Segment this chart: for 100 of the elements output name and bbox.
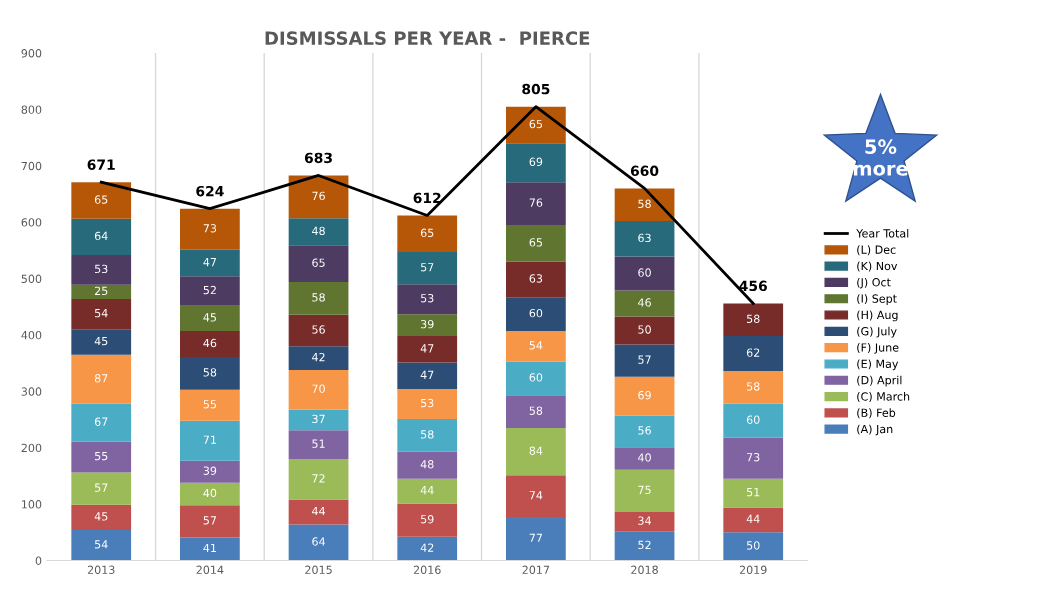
y-tick-label: 300 [21, 387, 42, 396]
data-label: 63 [638, 233, 651, 243]
data-label: 73 [203, 224, 217, 233]
data-label: 46 [203, 338, 217, 348]
chart-title: DISMISSALS PER YEAR - PIERCE [265, 31, 590, 46]
bar [180, 389, 240, 421]
bar [288, 369, 349, 410]
bar [288, 430, 349, 460]
bar [506, 517, 566, 561]
data-label: 50 [638, 325, 651, 334]
legend-label: (J) Oct [857, 277, 891, 289]
bar [614, 188, 675, 222]
bar [397, 503, 458, 537]
data-label: 53 [421, 398, 434, 408]
x-tick-label: 2017 [522, 565, 550, 574]
data-label: 73 [747, 452, 760, 462]
data-label: 52 [638, 540, 651, 550]
bar [180, 505, 240, 538]
bar [723, 507, 784, 533]
data-label: 45 [203, 313, 216, 322]
data-label: 671 [87, 159, 115, 170]
data-label: 62 [746, 348, 760, 357]
legend-label: (A) Jan [857, 424, 893, 436]
x-tick-label: 2016 [413, 565, 441, 574]
y-tick-label: 500 [21, 274, 42, 283]
data-label: 57 [638, 355, 651, 364]
bar [288, 175, 349, 219]
bar [180, 331, 240, 357]
legend-label: (F) June [857, 343, 899, 354]
bar [723, 336, 784, 372]
data-label: 48 [312, 226, 325, 236]
y-tick-label: 200 [21, 443, 42, 453]
bar [614, 256, 675, 291]
y-tick-label: 700 [21, 161, 42, 171]
data-label: 805 [522, 83, 550, 95]
bar [71, 254, 132, 285]
bar [288, 499, 349, 525]
bar [397, 451, 458, 479]
data-label: 44 [312, 506, 325, 516]
data-label: 65 [420, 228, 434, 238]
bar [397, 252, 458, 285]
data-label: 58 [529, 406, 543, 415]
data-label: 70 [312, 384, 325, 393]
x-tick-label: 2015 [305, 565, 332, 574]
bar [397, 418, 458, 452]
bar [506, 331, 566, 362]
bar [288, 524, 349, 561]
bar [288, 218, 349, 246]
bar [180, 420, 240, 461]
data-label: 44 [420, 486, 434, 495]
bar [614, 415, 675, 448]
data-label: 58 [747, 314, 760, 323]
bar [288, 409, 349, 431]
bar [506, 475, 566, 518]
data-label: 69 [638, 390, 651, 400]
data-label: 58 [421, 430, 434, 439]
data-label: 58 [638, 199, 651, 208]
data-label: 72 [312, 474, 325, 483]
bar [180, 305, 240, 332]
data-label: 63 [529, 274, 543, 283]
bar [71, 329, 132, 355]
bar [723, 478, 784, 508]
y-tick-label: 0 [35, 556, 42, 565]
y-tick-label: 600 [21, 218, 42, 227]
data-label: 25 [94, 286, 108, 296]
y-tick-label: 900 [21, 49, 42, 58]
bar [506, 361, 566, 396]
data-label: 42 [420, 543, 434, 552]
bar [180, 356, 240, 390]
bar [288, 314, 349, 347]
data-label: 55 [95, 452, 108, 461]
data-label: 57 [421, 263, 434, 272]
data-label: 71 [203, 435, 216, 444]
data-label: 612 [413, 192, 441, 204]
legend-label: (H) Aug [857, 310, 898, 322]
data-label: 54 [95, 540, 108, 549]
bar [397, 314, 458, 337]
legend-label: (E) May [857, 359, 899, 371]
bar [614, 447, 675, 470]
data-label: 60 [529, 373, 543, 382]
bar [506, 428, 566, 476]
data-label: 56 [638, 426, 651, 435]
data-label: 46 [638, 298, 651, 307]
data-label: 65 [529, 119, 542, 129]
data-label: 54 [95, 309, 108, 318]
data-label: 58 [203, 368, 217, 377]
bar [71, 284, 132, 299]
bar [723, 403, 784, 438]
data-label: 51 [312, 439, 325, 448]
data-label: 42 [312, 352, 325, 362]
data-label: 39 [203, 466, 217, 475]
data-label: 58 [312, 293, 325, 302]
data-label: 60 [529, 308, 543, 318]
data-label: 77 [529, 533, 543, 542]
data-label: 53 [421, 294, 434, 303]
data-label: 59 [421, 515, 434, 524]
data-label: 87 [94, 374, 108, 383]
data-label: 55 [203, 400, 216, 409]
data-label: 54 [529, 341, 543, 350]
bar [397, 284, 458, 315]
